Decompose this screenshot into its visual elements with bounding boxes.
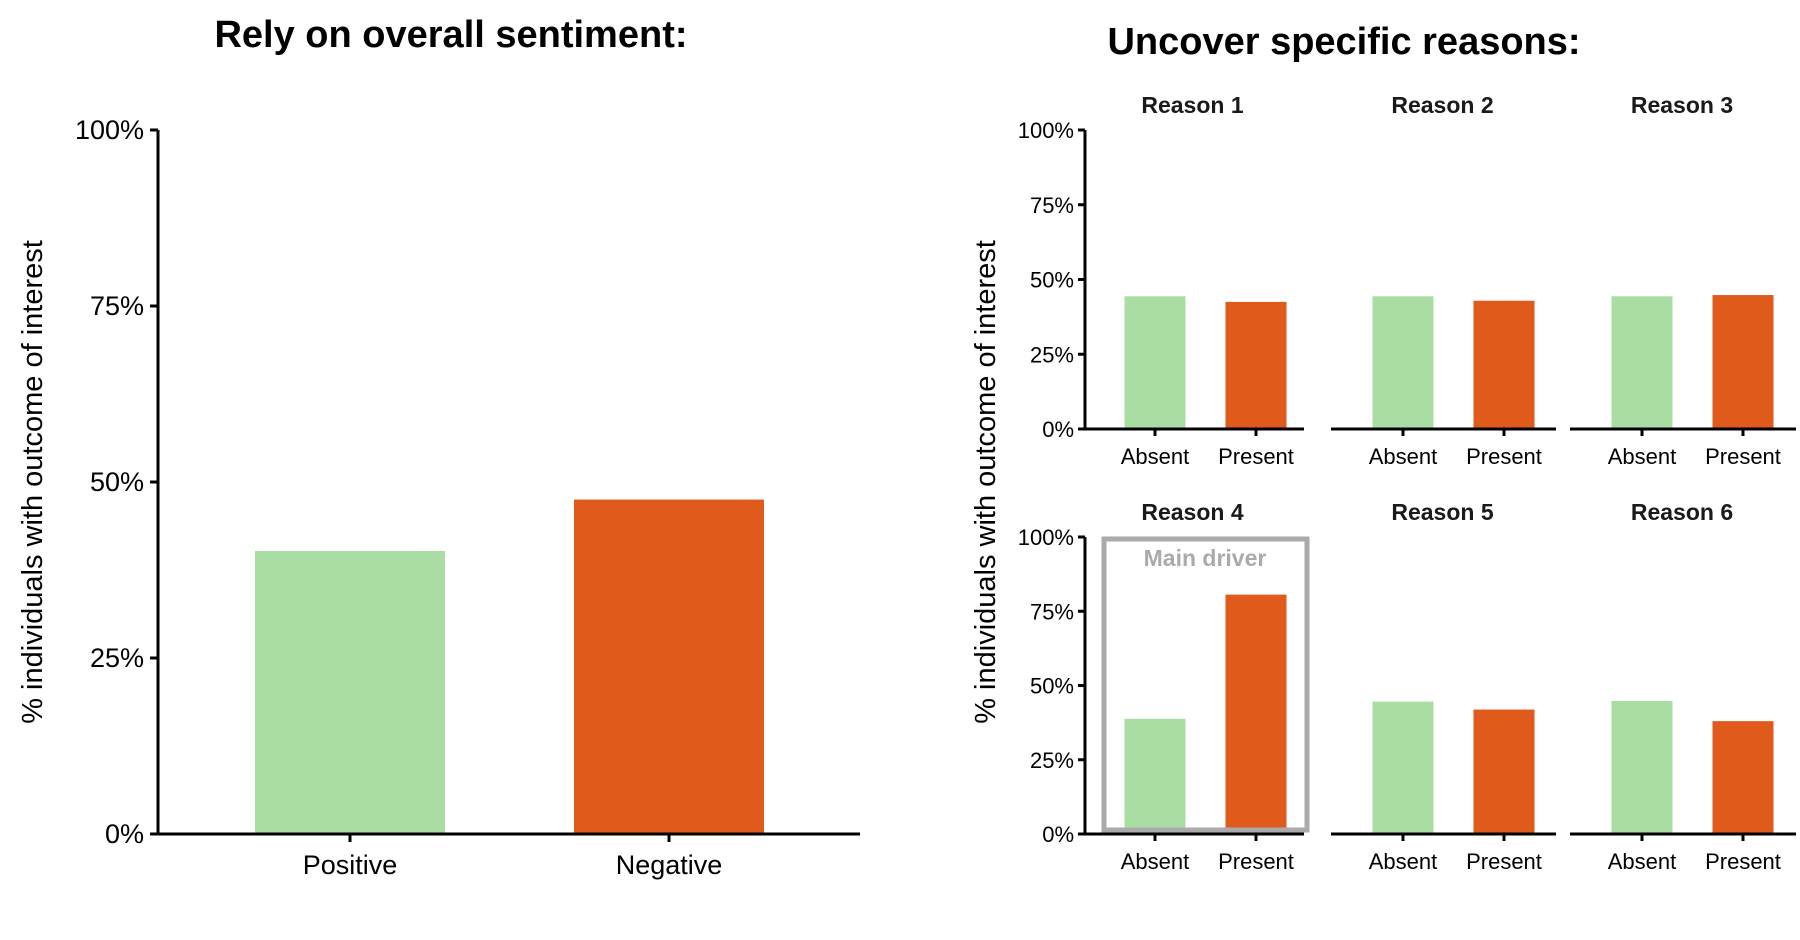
bar-reason-1-present — [1225, 301, 1287, 429]
bar-reason-6-present — [1712, 721, 1774, 834]
main-driver-label: Main driver — [1144, 545, 1267, 571]
x-tick-label: Present — [1218, 444, 1294, 469]
y-tick-label: 0% — [105, 819, 144, 849]
x-tick-label: Positive — [303, 850, 398, 880]
y-tick-label: 50% — [1030, 268, 1074, 293]
x-tick-label: Present — [1218, 849, 1294, 874]
bar-reason-3-present — [1712, 295, 1774, 429]
x-tick-label: Absent — [1121, 444, 1190, 469]
bar-reason-4-absent — [1124, 718, 1186, 834]
panel-title: Reason 3 — [1631, 92, 1733, 118]
bar-reason-2-absent — [1372, 296, 1434, 429]
x-tick-label: Negative — [616, 850, 723, 880]
left-chart-title: Rely on overall sentiment: — [214, 14, 687, 56]
bar-reason-5-present — [1473, 709, 1535, 834]
x-tick-label: Present — [1466, 444, 1542, 469]
y-tick-label: 50% — [90, 467, 144, 497]
x-tick-label: Absent — [1369, 444, 1438, 469]
bar-reason-6-absent — [1611, 700, 1673, 834]
main-driver-box — [1101, 536, 1310, 833]
right-y-axis-label: % individuals with outcome of interest — [970, 240, 1002, 724]
bar-positive — [255, 550, 445, 834]
bar-reason-4-present — [1225, 594, 1287, 834]
x-tick-label: Absent — [1608, 444, 1677, 469]
y-tick-label: 25% — [1030, 748, 1074, 773]
right-chart-title: Uncover specific reasons: — [1107, 21, 1580, 63]
panel-title: Reason 4 — [1141, 499, 1243, 525]
y-tick-label: 25% — [90, 643, 144, 673]
y-tick-label: 100% — [75, 115, 144, 145]
panel-title: Reason 6 — [1631, 499, 1733, 525]
x-tick-label: Present — [1466, 849, 1542, 874]
y-tick-label: 100% — [1018, 525, 1074, 550]
bar-reason-5-absent — [1372, 701, 1434, 834]
x-tick-label: Absent — [1369, 849, 1438, 874]
x-tick-label: Absent — [1608, 849, 1677, 874]
bar-reason-1-absent — [1124, 296, 1186, 429]
bar-reason-2-present — [1473, 300, 1535, 429]
panel-title: Reason 5 — [1391, 499, 1493, 525]
y-tick-label: 75% — [1030, 193, 1074, 218]
bar-reason-3-absent — [1611, 296, 1673, 429]
y-tick-label: 100% — [1018, 118, 1074, 143]
y-tick-label: 75% — [90, 291, 144, 321]
y-tick-label: 0% — [1042, 417, 1074, 442]
x-tick-label: Present — [1705, 849, 1781, 874]
x-tick-label: Absent — [1121, 849, 1190, 874]
y-tick-label: 25% — [1030, 342, 1074, 367]
y-tick-label: 0% — [1042, 822, 1074, 847]
y-tick-label: 50% — [1030, 674, 1074, 699]
x-tick-label: Present — [1705, 444, 1781, 469]
bar-negative — [574, 499, 764, 834]
panel-title: Reason 2 — [1391, 92, 1493, 118]
left-y-axis-label: % individuals with outcome of interest — [17, 240, 49, 724]
panel-title: Reason 1 — [1141, 92, 1243, 118]
y-tick-label: 75% — [1030, 599, 1074, 624]
